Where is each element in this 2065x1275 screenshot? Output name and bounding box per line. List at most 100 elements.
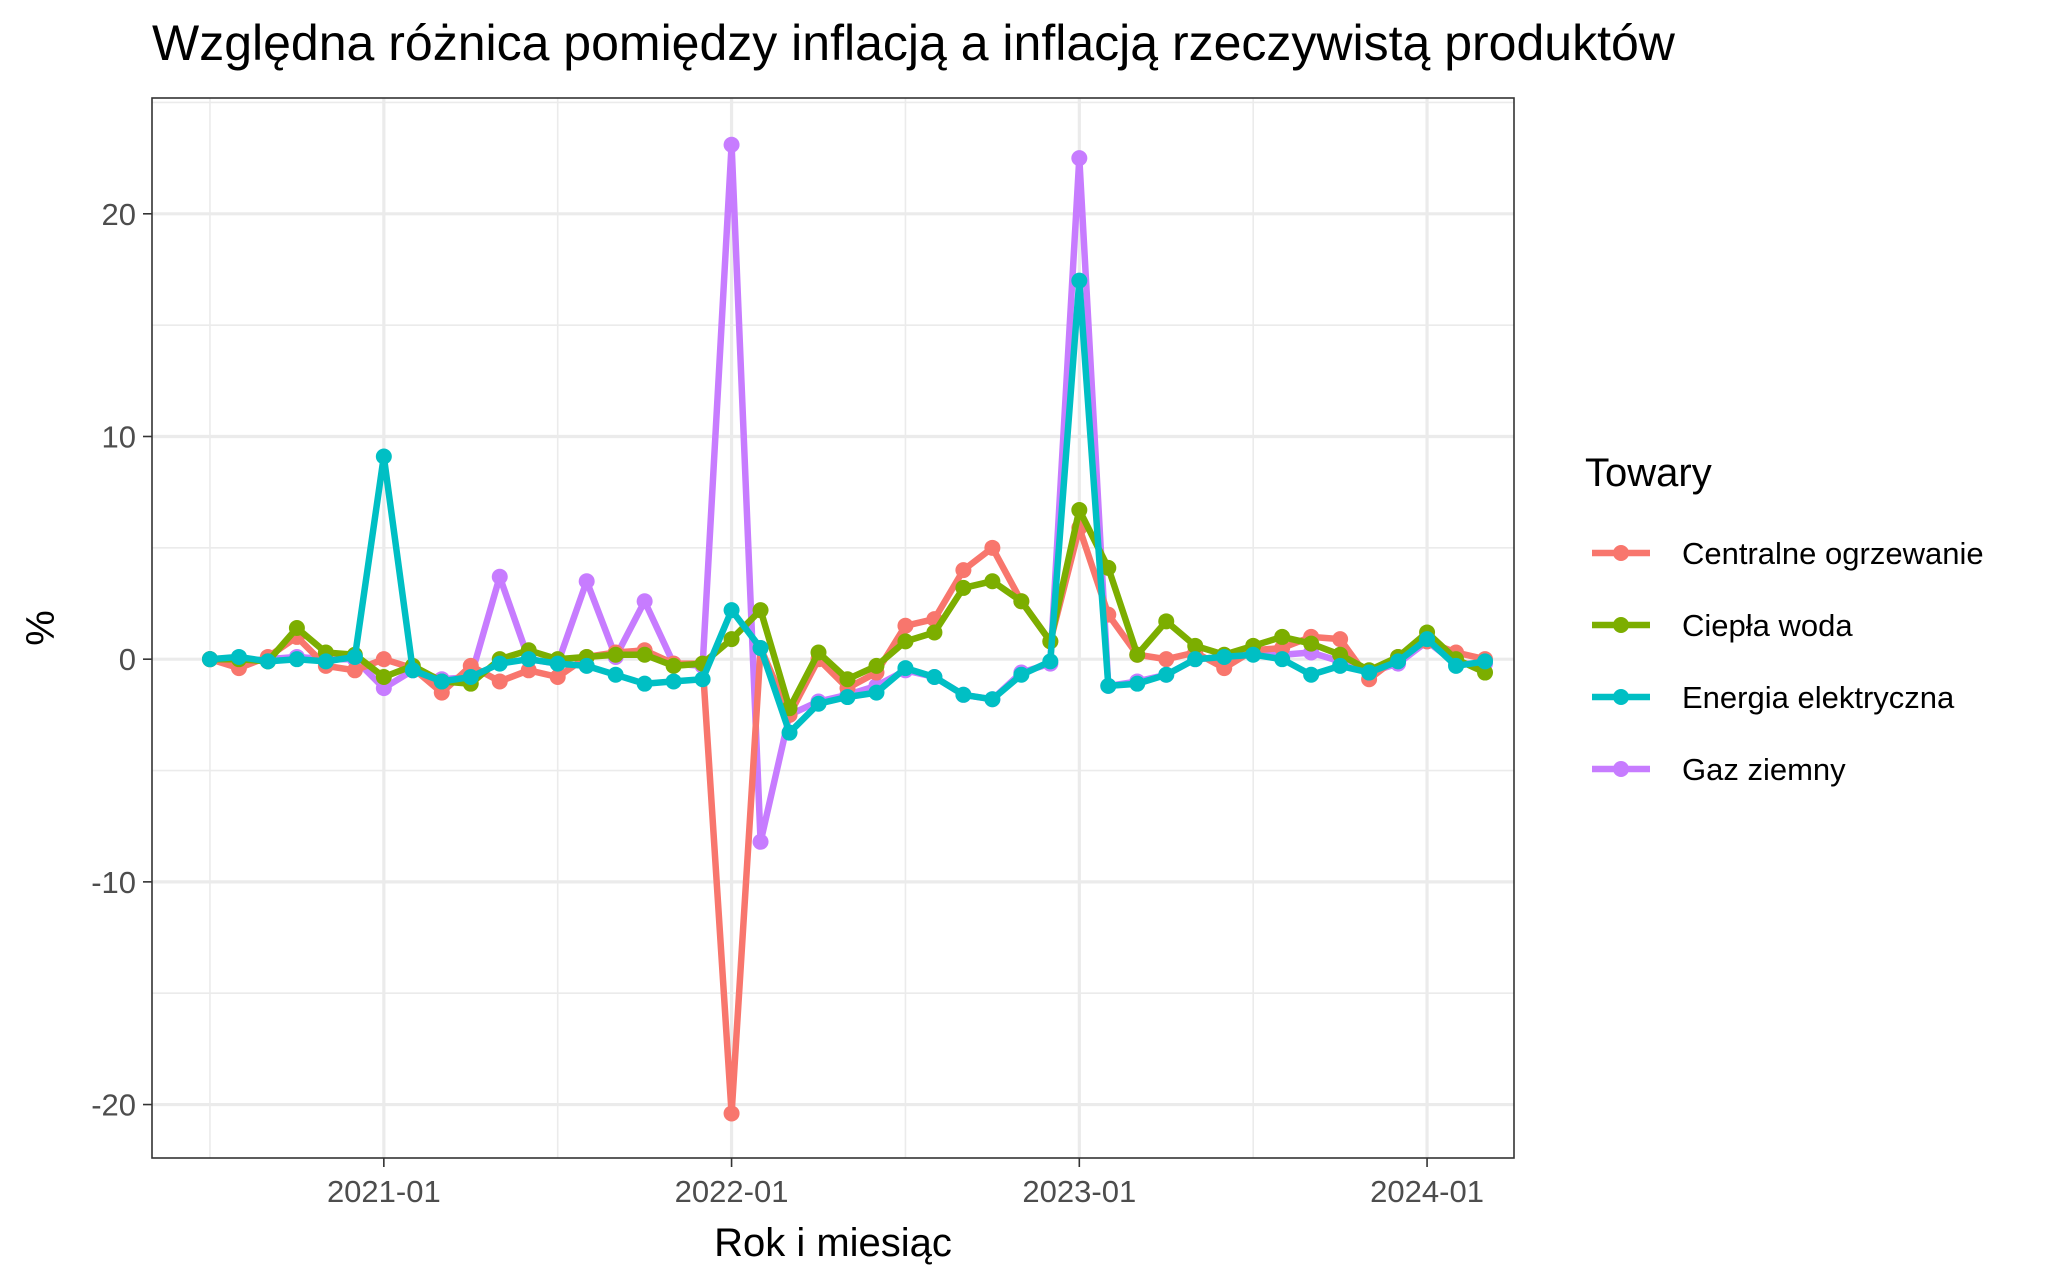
data-point [1390,653,1407,670]
data-point [259,653,276,670]
data-point [491,568,508,585]
data-point [897,660,914,677]
data-point [984,539,1001,556]
data-point [288,620,305,636]
data-point [404,662,421,679]
data-point [723,631,740,648]
data-point [1187,637,1204,654]
data-point [810,644,827,661]
data-point [1448,657,1465,674]
data-point [462,668,479,685]
data-point [1013,593,1030,610]
data-point [346,648,363,665]
data-point [868,657,885,674]
chart-title: Względna różnica pomiędzy inflacją a inf… [152,15,1676,71]
x-axis-title: Rok i miesiąc [714,1221,952,1265]
series-layer [201,136,1494,1122]
data-point [1129,675,1146,692]
data-point [1303,635,1320,652]
data-point [607,646,624,663]
data-point [1216,660,1233,677]
data-point [955,562,972,579]
data-point [1274,651,1291,668]
data-point [665,657,682,674]
x-tick-label: 2021-01 [327,1174,441,1209]
data-point [694,671,711,688]
legend-title: Towary [1585,451,1712,495]
x-tick-label: 2022-01 [675,1174,789,1209]
x-tick-label: 2023-01 [1022,1174,1136,1209]
data-point [549,668,566,685]
data-point [1158,613,1175,630]
data-point [520,651,537,668]
y-tick-label: 20 [102,197,136,232]
legend-key-point [1613,545,1629,561]
plot-background [152,98,1514,1158]
legend-label: Energia elektryczna [1682,680,1955,715]
y-tick-label: 10 [102,419,136,454]
data-point [839,689,856,706]
data-point [665,673,682,690]
legend-key-point [1613,761,1629,777]
data-point [810,695,827,712]
grid-major [152,98,1514,1158]
legend-key-point [1613,689,1629,705]
data-point [1216,648,1233,665]
data-point [984,691,1001,708]
legend-item: Gaz ziemny [1592,752,1846,787]
data-point [1419,631,1436,648]
legend: Towary Centralne ogrzewanie Ciepła woda En… [1585,451,1984,787]
data-point [636,675,653,692]
data-point [375,668,392,685]
x-tick-label: 2024-01 [1370,1174,1484,1209]
legend-label: Ciepła woda [1682,608,1853,643]
data-point [549,655,566,672]
data-point [578,573,595,590]
data-point [1158,651,1175,668]
data-point [491,655,508,672]
y-tick-label: -20 [91,1088,136,1123]
data-point [491,673,508,690]
data-point [1129,646,1146,663]
data-point [607,666,624,683]
data-point [839,671,856,688]
data-point [723,136,740,153]
data-point [1477,653,1494,670]
legend-label: Centralne ogrzewanie [1682,536,1984,571]
data-point [433,684,450,701]
legend-item: Energia elektryczna [1592,680,1955,715]
data-point [1332,631,1349,648]
data-point [1332,657,1349,674]
data-point [375,651,392,668]
data-point [723,602,740,619]
series-energia-elektryczna [201,272,1494,741]
data-point [1274,640,1291,657]
data-point [752,640,769,657]
data-point [636,646,653,663]
data-point [433,673,450,690]
data-point [926,624,943,641]
data-point [1245,646,1262,663]
data-point [897,617,914,634]
data-point [230,648,247,665]
data-point [1477,664,1494,681]
data-point [984,573,1001,590]
data-point [1100,559,1117,576]
grid-minor [152,98,1514,1158]
data-point [1071,272,1088,289]
plot-border [151,97,1515,1159]
data-point [317,653,334,670]
data-point [578,657,595,674]
legend-item: Centralne ogrzewanie [1592,536,1984,571]
data-point [636,593,653,610]
data-point [1332,646,1349,663]
legend-label: Gaz ziemny [1682,752,1846,787]
y-tick-label: -10 [91,865,136,900]
data-point [1071,501,1088,518]
data-point [462,657,479,674]
data-point [955,686,972,703]
data-point [752,833,769,850]
data-point [868,684,885,701]
data-point [1100,677,1117,694]
